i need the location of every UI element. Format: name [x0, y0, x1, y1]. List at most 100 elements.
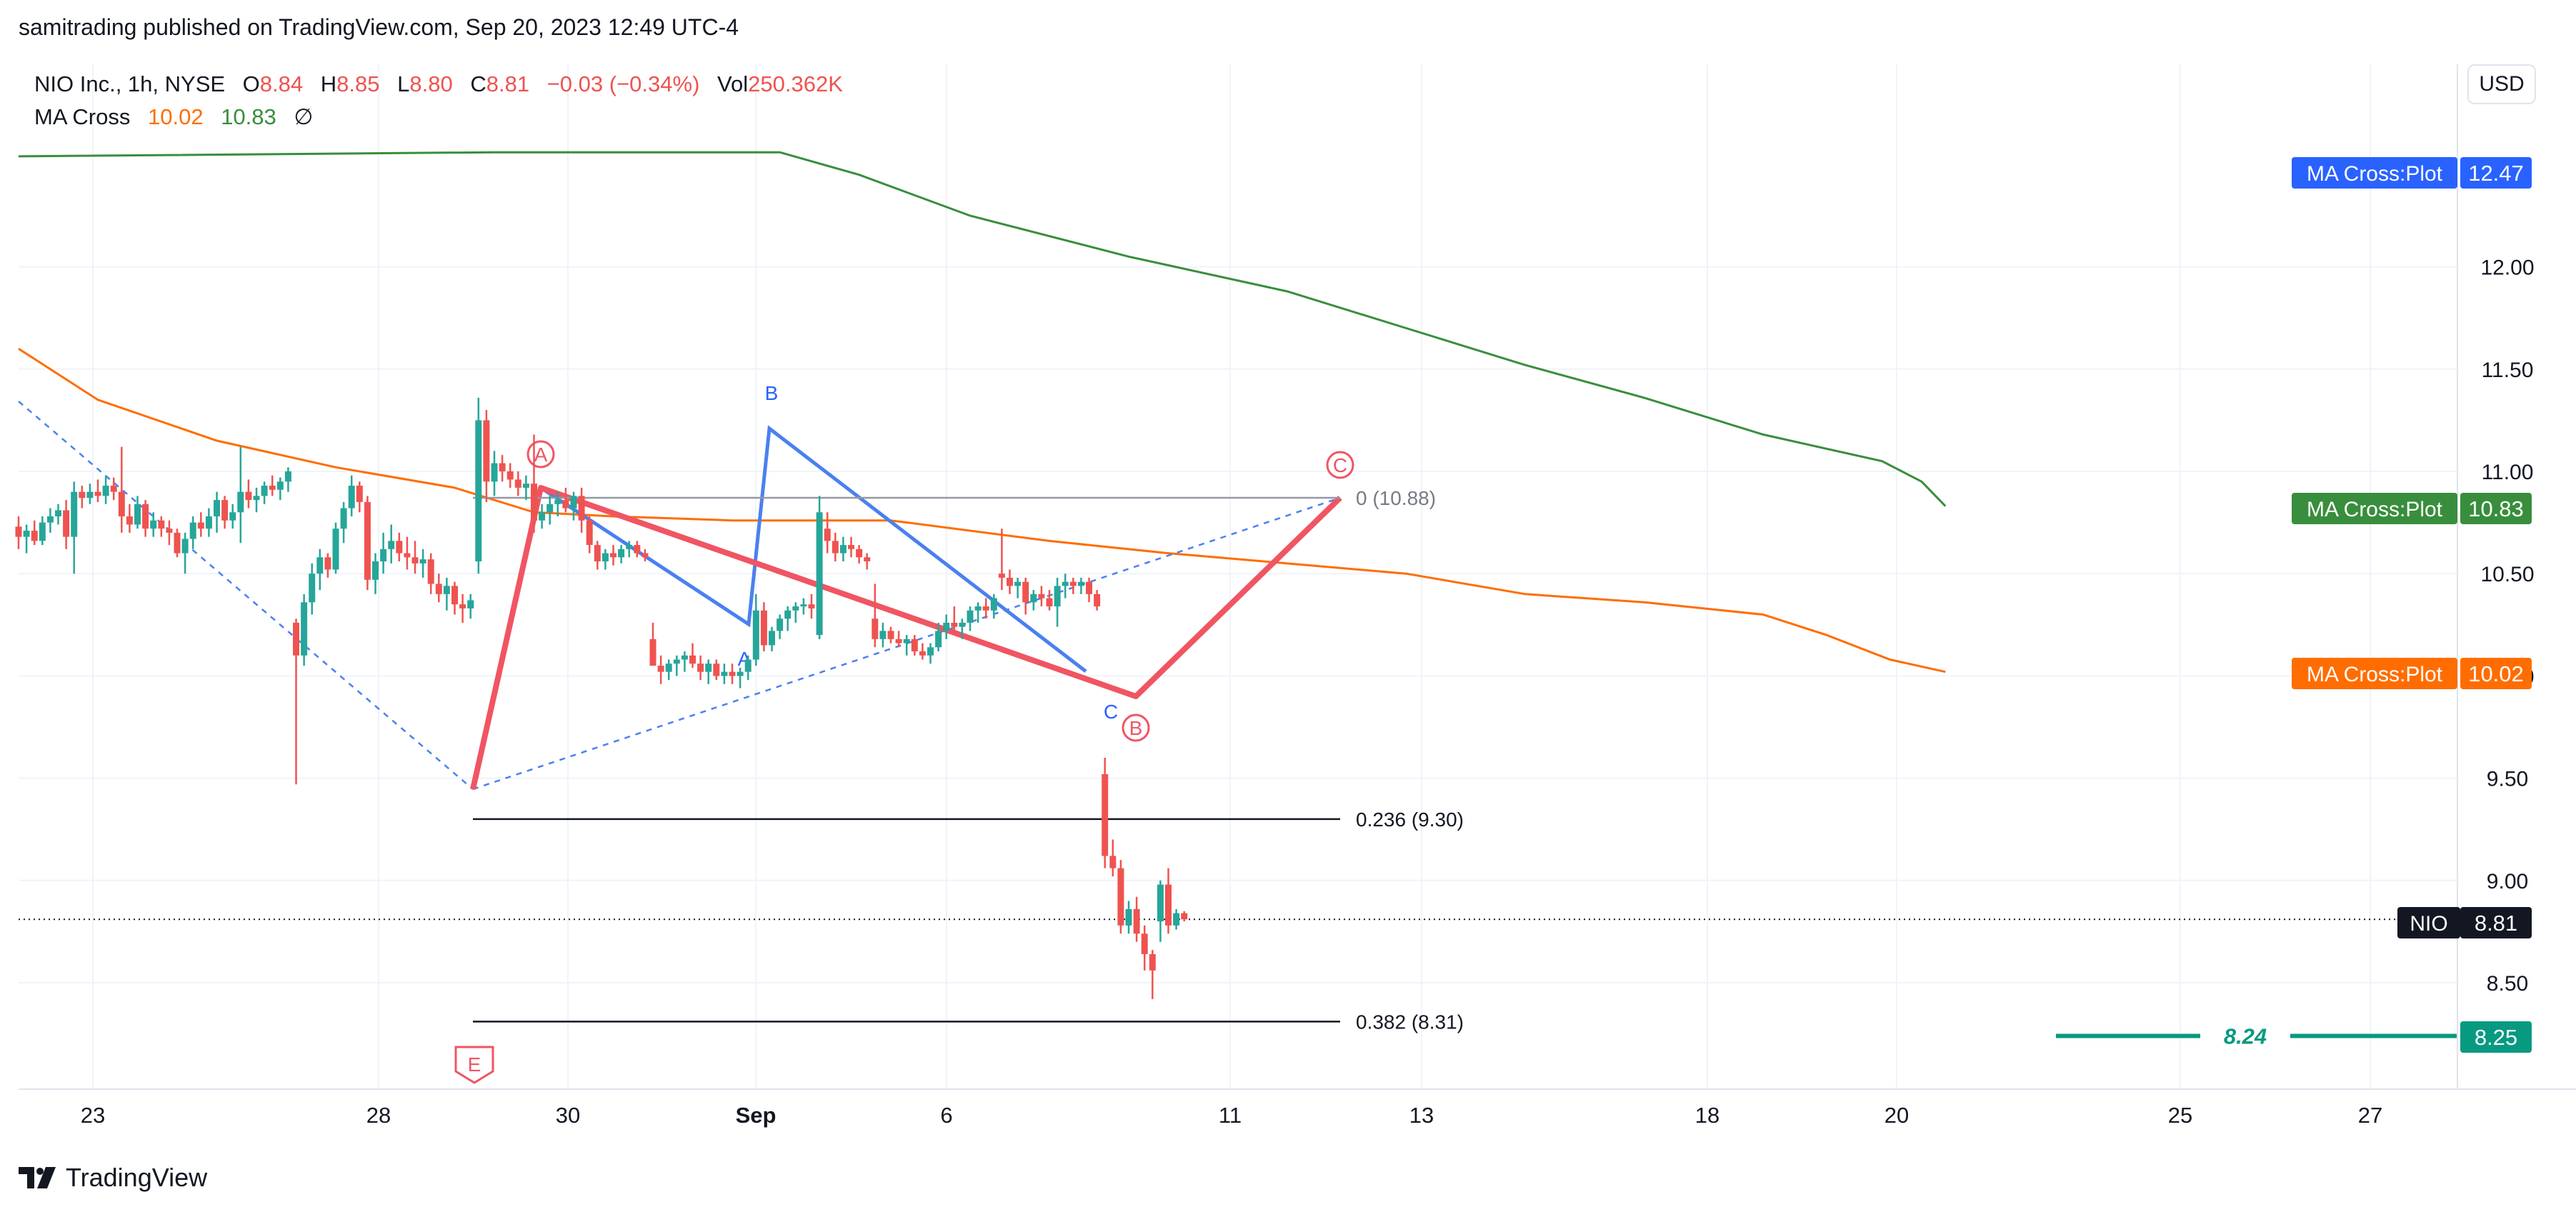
candle-body	[166, 529, 173, 533]
candle-body	[1165, 884, 1172, 926]
candle-body	[126, 516, 133, 525]
candle-body	[760, 610, 767, 646]
moving-average-lines	[18, 151, 1947, 673]
chart-axes: 12.0011.5011.0010.5010.009.509.008.50232…	[19, 64, 2576, 1128]
candle-body	[372, 561, 379, 580]
currency-label: USD	[2479, 72, 2525, 96]
y-tick-label: 11.50	[2482, 359, 2534, 382]
candle-body	[856, 549, 863, 558]
candle-body	[332, 529, 339, 570]
candle-body	[150, 520, 157, 529]
candle-body	[1054, 586, 1061, 607]
candle-body	[79, 491, 86, 499]
candle-body	[174, 532, 181, 554]
candle-body	[55, 510, 61, 517]
candle-body	[364, 501, 371, 580]
indicator-fast-value: 10.02	[147, 104, 204, 129]
candle-body	[1046, 598, 1053, 607]
candle-body	[618, 549, 625, 558]
candle-body	[499, 463, 506, 471]
candle-body	[578, 496, 585, 521]
candle-body	[118, 491, 125, 517]
candle-body	[1007, 577, 1013, 586]
pattern-point-marker	[1326, 451, 1354, 479]
candle-body	[276, 481, 284, 490]
candle-body	[539, 512, 546, 521]
brand-name: TradingView	[66, 1163, 208, 1192]
symbol-legend: NIO Inc., 1h, NYSE O8.84 H8.85 L8.80 C8.…	[34, 71, 843, 97]
candle-body	[467, 600, 474, 608]
tradingview-brand[interactable]: TradingView	[19, 1163, 207, 1193]
candle-body	[713, 663, 720, 676]
candle-body	[744, 659, 752, 672]
candle-body	[998, 574, 1005, 578]
candle-body	[1173, 913, 1180, 926]
indicator-name[interactable]: MA Cross	[34, 104, 131, 129]
candle-body	[982, 606, 989, 611]
candle-body	[832, 541, 839, 554]
y-tick-label: 9.00	[2487, 870, 2528, 893]
price-tag-box	[2460, 1021, 2532, 1053]
open-value: 8.84	[259, 71, 304, 96]
price-tag-value: 8.81	[2475, 911, 2517, 936]
candle-body	[1077, 581, 1084, 586]
candle-body	[158, 520, 165, 529]
close-value: 8.81	[486, 71, 530, 96]
symbol-title[interactable]: NIO Inc., 1h, NYSE	[34, 71, 226, 96]
indicator-legend: MA Cross 10.02 10.83 ∅	[34, 104, 313, 130]
candle-body	[657, 666, 664, 672]
close-label: C	[470, 71, 486, 96]
candle-body	[959, 622, 966, 627]
low-value: 8.80	[409, 71, 453, 96]
candle-body	[911, 638, 918, 652]
candle-body	[427, 559, 434, 584]
candle-body	[1117, 868, 1124, 926]
candle-body	[554, 500, 561, 504]
fib-level-label: 0.382 (8.31)	[1356, 1011, 1464, 1033]
candle-body	[1102, 773, 1109, 856]
x-tick-label: 28	[366, 1103, 391, 1128]
pattern-point-label: A	[534, 444, 548, 466]
y-tick-label: 8.50	[2487, 972, 2528, 996]
x-tick-label: Sep	[736, 1103, 777, 1128]
candle-body	[435, 584, 442, 594]
candle-body	[506, 471, 514, 480]
candle-body	[1030, 594, 1037, 603]
price-tag-value: 10.83	[2468, 496, 2524, 521]
candle-body	[943, 622, 950, 631]
candle-body	[491, 463, 498, 482]
currency-button[interactable]: USD	[2467, 64, 2536, 104]
volume-label: Vol	[717, 71, 749, 96]
candle-body	[229, 512, 236, 521]
candle-body	[1181, 913, 1188, 920]
price-tag-name: MA Cross:Plot	[2307, 162, 2443, 186]
candle-body	[673, 659, 680, 664]
x-tick-label: 13	[1409, 1103, 1434, 1128]
candle-body	[388, 541, 395, 549]
candle-body	[665, 663, 672, 672]
candle-body	[800, 604, 807, 607]
indicator-slow-value: 10.83	[221, 104, 276, 129]
candle-body	[396, 541, 403, 554]
candle-body	[181, 539, 189, 554]
candle-body	[309, 574, 316, 603]
x-tick-label: 18	[1695, 1103, 1719, 1128]
candle-body	[46, 516, 54, 523]
candle-body	[951, 622, 958, 627]
candle-body	[483, 420, 490, 482]
fib-level-label: 0.236 (9.30)	[1356, 808, 1464, 831]
candle-body	[721, 671, 728, 676]
candle-body	[546, 504, 554, 513]
ma-slow-line	[18, 151, 1947, 507]
candle-body	[594, 545, 601, 562]
candle-body	[697, 663, 704, 672]
candle-body	[872, 618, 879, 639]
ma-fast-line	[18, 347, 1946, 673]
candle-body	[253, 496, 260, 501]
candle-body	[404, 553, 411, 558]
candle-body	[601, 553, 609, 562]
candle-body	[808, 604, 815, 608]
candle-body	[63, 510, 70, 537]
candle-body	[1094, 594, 1101, 607]
